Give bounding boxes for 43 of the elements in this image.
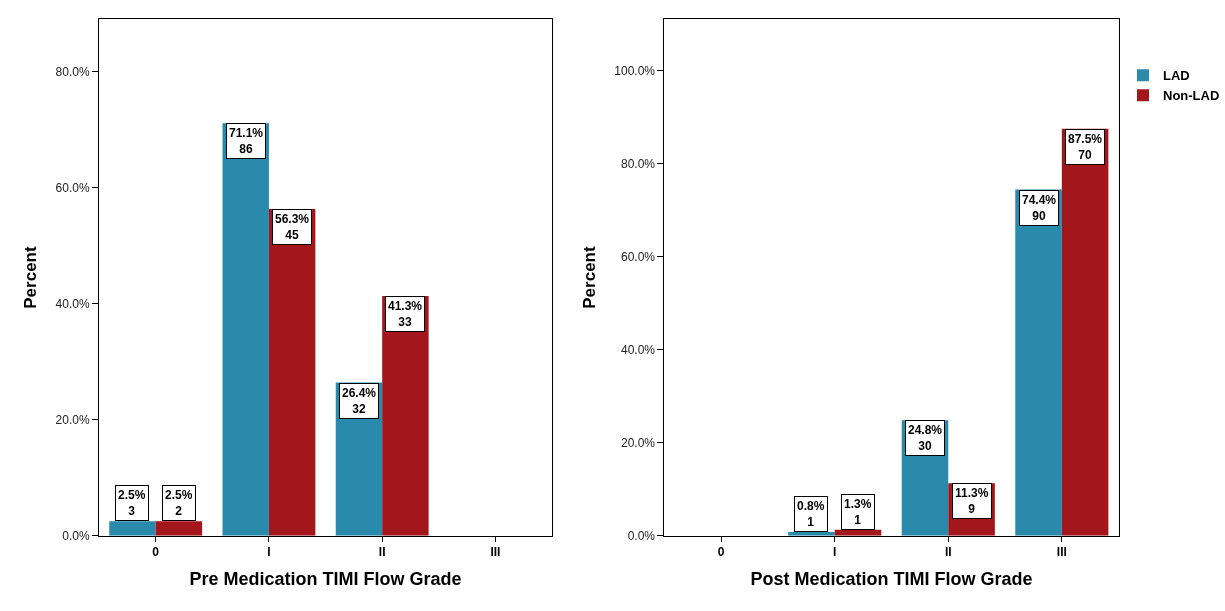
y-tick-label: 60.0% bbox=[55, 180, 90, 195]
x-tick-label: III bbox=[490, 545, 501, 560]
data-label: 11.3% 9 bbox=[955, 486, 989, 516]
x-axis-title: Post Medication TIMI Flow Grade bbox=[750, 569, 1033, 590]
data-label: 41.3% 33 bbox=[388, 299, 423, 329]
x-tick-label: I bbox=[833, 545, 837, 560]
bar bbox=[109, 521, 156, 536]
data-label: 2.5% 3 bbox=[118, 488, 146, 518]
y-axis-title: Percent bbox=[21, 246, 41, 309]
data-label: 74.4% 90 bbox=[1022, 193, 1057, 223]
x-tick-label: II bbox=[944, 545, 952, 560]
data-label: 87.5% 70 bbox=[1068, 132, 1103, 162]
x-tick-label: II bbox=[378, 545, 386, 560]
y-tick-label: 20.0% bbox=[55, 412, 90, 427]
y-tick-label: 40.0% bbox=[55, 296, 90, 311]
x-tick-label: 0 bbox=[717, 545, 725, 560]
bar bbox=[268, 209, 316, 536]
data-label: 71.1% 86 bbox=[229, 126, 264, 156]
x-tick-label: III bbox=[1056, 545, 1067, 560]
legend-label: Non-LAD bbox=[1163, 88, 1220, 104]
bar bbox=[1061, 128, 1109, 536]
x-tick-label: 0 bbox=[152, 545, 160, 560]
y-axis-title: Percent bbox=[579, 246, 599, 309]
data-label: 24.8% 30 bbox=[908, 423, 943, 453]
y-tick-label: 0.0% bbox=[627, 528, 656, 543]
data-label: 1.3% 1 bbox=[844, 497, 872, 527]
data-label: 56.3% 45 bbox=[275, 212, 310, 242]
data-label: 26.4% 32 bbox=[342, 386, 377, 416]
data-label: 2.5% 2 bbox=[165, 488, 193, 518]
y-tick-label: 60.0% bbox=[620, 249, 656, 264]
legend-label: LAD bbox=[1163, 68, 1190, 84]
x-tick-label: I bbox=[267, 545, 271, 560]
data-label: 0.8% 1 bbox=[797, 499, 825, 529]
y-tick-label: 0.0% bbox=[62, 528, 90, 543]
y-tick-label: 80.0% bbox=[55, 64, 90, 79]
y-tick-label: 40.0% bbox=[620, 342, 656, 357]
y-tick-label: 80.0% bbox=[620, 156, 656, 171]
x-axis-title: Pre Medication TIMI Flow Grade bbox=[189, 569, 462, 590]
y-tick-label: 100.0% bbox=[614, 63, 656, 78]
bar bbox=[1015, 189, 1062, 536]
bar bbox=[222, 123, 269, 536]
bar bbox=[155, 521, 203, 536]
y-tick-label: 20.0% bbox=[620, 435, 656, 450]
